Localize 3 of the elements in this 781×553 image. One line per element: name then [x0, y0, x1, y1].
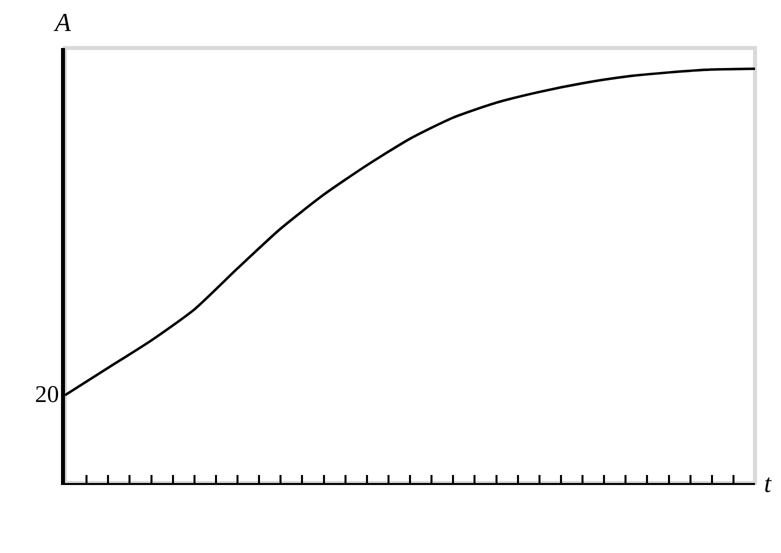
x-axis-title: t: [764, 469, 772, 498]
y-axis-title: A: [53, 8, 71, 37]
text: 20: [35, 382, 59, 408]
